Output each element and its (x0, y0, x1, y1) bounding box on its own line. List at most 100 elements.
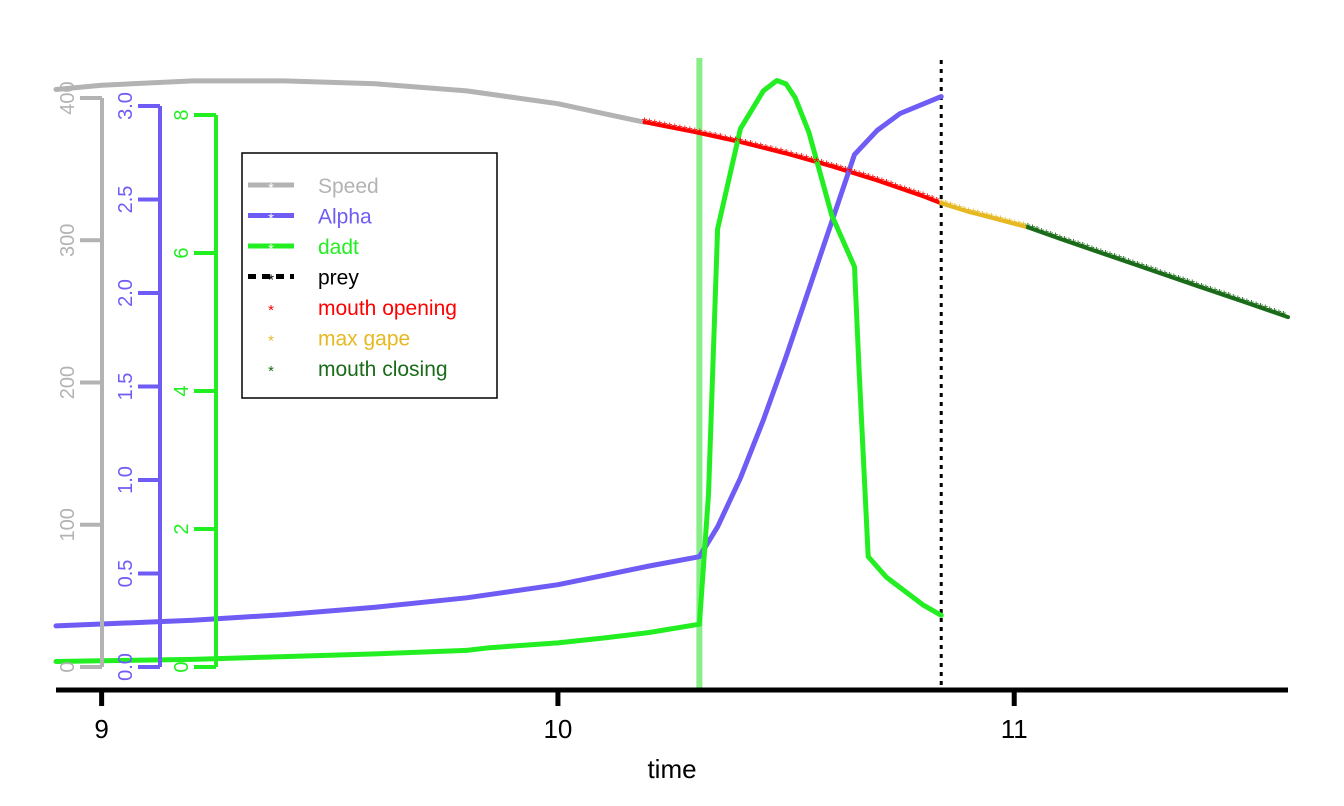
legend-label: mouth opening (318, 297, 457, 320)
opening-line (642, 120, 944, 206)
closing-marker: * (1235, 292, 1241, 308)
series-markers: * * * * * * * * * * * * * * * * * * * * * * * * * * * * * * * * * * * * * * * *… (642, 114, 1287, 323)
gape-marker: * (989, 210, 995, 226)
closing-marker: * (1062, 232, 1068, 248)
opening-marker: * (865, 170, 871, 186)
vertical-lines (696, 58, 943, 690)
opening-marker: * (852, 165, 858, 181)
alpha-axis-tick-label: 2.5 (115, 186, 137, 214)
closing-marker: * (1180, 273, 1186, 289)
x-axis: 9 10 11 (56, 687, 1288, 744)
y-axes: 0 100 200 300 400 0.0 0.5 1.0 1.5 2.0 2.5 3.0 0 2 4 6 8 (57, 81, 218, 681)
closing-marker: * (1107, 248, 1113, 264)
opening-marker: * (861, 168, 867, 184)
opening-marker: * (788, 147, 794, 163)
opening-marker: * (743, 135, 749, 151)
legend-marker: * (268, 272, 274, 289)
closing-marker: * (1249, 297, 1255, 313)
opening-marker: * (702, 126, 708, 142)
closing-marker: * (1144, 261, 1150, 277)
closing-marker: * (1221, 287, 1227, 303)
dadt-line (53, 78, 944, 664)
opening-marker: * (902, 182, 908, 198)
legend-marker: * (268, 180, 274, 197)
opening-marker: * (652, 116, 658, 132)
dadt-axis-tick-label: 6 (171, 247, 193, 258)
gape-marker: * (984, 209, 990, 225)
dadt-axis-tick-label: 2 (171, 523, 193, 534)
opening-marker: * (763, 140, 769, 156)
opening-marker: * (692, 124, 698, 140)
alpha-axis-tick-label: 1.0 (115, 466, 137, 494)
opening-marker: * (722, 131, 728, 147)
legend: * Speed * Alpha * dadt * prey * mouth opening * max… (241, 152, 498, 399)
opening-marker: * (712, 129, 718, 145)
closing-marker: * (1130, 256, 1136, 272)
legend-label: prey (318, 267, 359, 290)
closing-marker: * (1176, 272, 1182, 288)
closing-marker: * (1112, 250, 1118, 266)
closing-marker: * (1281, 308, 1287, 324)
closing-marker: * (1080, 239, 1086, 255)
gape-marker: * (961, 202, 967, 218)
closing-marker: * (1272, 304, 1278, 320)
opening-marker: * (697, 125, 703, 141)
opening-marker: * (783, 146, 789, 162)
opening-marker: * (929, 192, 935, 208)
closing-marker: * (1071, 236, 1077, 252)
closing-marker: * (1025, 219, 1031, 235)
dadt-axis-tick-label: 4 (171, 385, 193, 396)
opening-marker: * (647, 115, 653, 131)
alpha-line (53, 94, 944, 629)
speed-axis-tick-label: 0 (57, 661, 79, 672)
gape-marker: * (952, 200, 958, 216)
closing-marker: * (1240, 293, 1246, 309)
closing-marker: * (1089, 242, 1095, 258)
closing-marker: * (1258, 300, 1264, 316)
opening-marker: * (884, 176, 890, 192)
opening-marker: * (829, 158, 835, 174)
opening-marker: * (916, 187, 922, 203)
opening-marker: * (843, 163, 849, 179)
legend-box (241, 152, 498, 399)
gape-marker: * (957, 201, 963, 217)
opening-marker: * (847, 164, 853, 180)
speed-axis-tick-label: 400 (57, 81, 79, 114)
closing-marker: * (1084, 240, 1090, 256)
legend-label: dadt (318, 236, 359, 259)
closing-marker: * (1267, 303, 1273, 319)
closing-marker: * (1199, 279, 1205, 295)
gape-marker: * (975, 206, 981, 222)
closing-marker: * (1103, 247, 1109, 263)
closing-marker: * (1030, 221, 1036, 237)
closing-marker: * (1135, 257, 1141, 273)
closing-marker: * (1148, 262, 1154, 278)
opening-marker: * (753, 138, 759, 154)
closing-marker: * (1167, 268, 1173, 284)
closing-marker: * (1048, 228, 1054, 244)
closing-marker: * (1057, 231, 1063, 247)
closing-marker: * (1194, 278, 1200, 294)
opening-marker: * (642, 114, 648, 130)
legend-label: mouth closing (318, 358, 448, 381)
opening-marker: * (748, 137, 754, 153)
closing-marker: * (1212, 284, 1218, 300)
legend-label: Alpha (318, 206, 372, 229)
gape-marker: * (1007, 215, 1013, 231)
closing-marker: * (1094, 243, 1100, 259)
closing-marker: * (1230, 290, 1236, 306)
speed-axis-tick-label: 200 (57, 366, 79, 399)
opening-marker: * (717, 130, 723, 146)
opening-marker: * (879, 174, 885, 190)
alpha-axis-tick-label: 0.0 (115, 653, 137, 681)
gape-marker: * (966, 204, 972, 220)
x-tick-label: 10 (543, 714, 572, 744)
opening-marker: * (934, 194, 940, 210)
closing-marker: * (1185, 275, 1191, 291)
opening-marker: * (682, 122, 688, 138)
opening-marker: * (677, 121, 683, 137)
opening-marker: * (838, 161, 844, 177)
opening-marker: * (778, 144, 784, 160)
gape-marker: * (970, 205, 976, 221)
